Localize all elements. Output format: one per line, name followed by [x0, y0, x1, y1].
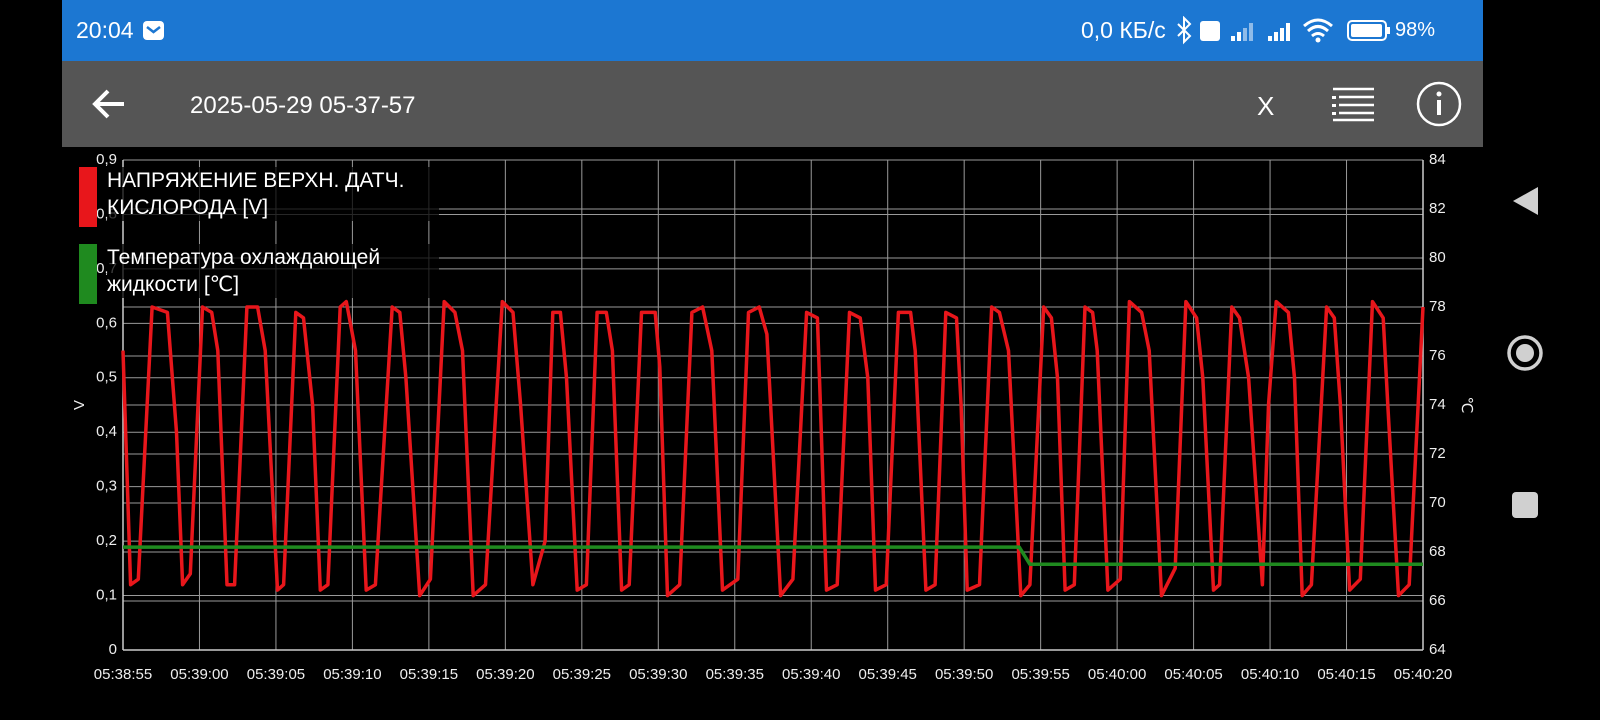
- x-tick-label: 05:39:25: [553, 666, 611, 683]
- y2-tick-label: 82: [1429, 200, 1446, 217]
- x-tick-label: 05:39:05: [247, 666, 305, 683]
- y-tick-label: 0,9: [96, 151, 117, 168]
- x-tick-label: 05:39:15: [400, 666, 458, 683]
- info-button[interactable]: [1415, 80, 1463, 128]
- legend-label: Температура охлаждающей жидкости [℃]: [107, 244, 439, 298]
- legend-label: НАПРЯЖЕНИЕ ВЕРХН. ДАТЧ. КИСЛОРОДА [V]: [107, 167, 439, 221]
- y-tick-label: 0,5: [96, 369, 117, 386]
- y-tick-label: 0: [109, 641, 117, 658]
- x-tick-label: 05:39:50: [935, 666, 993, 683]
- y2-tick-label: 68: [1429, 543, 1446, 560]
- mail-icon: [143, 21, 164, 40]
- x-tick-label: 05:39:10: [323, 666, 381, 683]
- status-bar: 20:04 0,0 КБ/с 98%: [62, 0, 1483, 61]
- y2-tick-label: 66: [1429, 592, 1446, 609]
- nav-recents[interactable]: [1512, 492, 1538, 518]
- x-tick-label: 05:40:05: [1164, 666, 1222, 683]
- x-tick-label: 05:39:30: [629, 666, 687, 683]
- y2-tick-label: 74: [1429, 396, 1446, 413]
- x-tick-label: 05:39:35: [706, 666, 764, 683]
- net-speed: 0,0 КБ/с: [1081, 17, 1166, 43]
- status-icons: [1177, 16, 1390, 45]
- y-tick-label: 0,2: [96, 532, 117, 549]
- series-line: [121, 299, 1425, 598]
- legend-item: Температура охлаждающей жидкости [℃]: [79, 244, 439, 304]
- y2-tick-label: 84: [1429, 151, 1446, 168]
- x-tick-label: 05:38:55: [94, 666, 152, 683]
- legend-item: НАПРЯЖЕНИЕ ВЕРХН. ДАТЧ. КИСЛОРОДА [V]: [79, 167, 439, 227]
- close-button[interactable]: X: [1257, 91, 1275, 121]
- x-tick-label: 05:40:00: [1088, 666, 1146, 683]
- y-tick-label: 0,1: [96, 587, 117, 604]
- x-tick-label: 05:39:45: [859, 666, 917, 683]
- y2-tick-label: 80: [1429, 249, 1446, 266]
- y2-tick-label: 78: [1429, 298, 1446, 315]
- file-title: 2025-05-29 05-37-57: [190, 92, 416, 119]
- battery-level: 98%: [1395, 19, 1436, 41]
- nav-home[interactable]: [1507, 335, 1543, 371]
- x-tick-label: 05:39:55: [1011, 666, 1069, 683]
- x-tick-label: 05:39:00: [170, 666, 228, 683]
- y2-tick-label: 72: [1429, 445, 1446, 462]
- y-tick-label: 0,3: [96, 478, 117, 495]
- nav-bar: [1507, 187, 1543, 518]
- legend-swatch: [79, 167, 97, 227]
- x-tick-label: 05:39:40: [782, 666, 840, 683]
- y2-tick-label: 76: [1429, 347, 1446, 364]
- legend-swatch: [79, 244, 97, 304]
- x-tick-label: 05:40:15: [1317, 666, 1375, 683]
- back-button[interactable]: [92, 87, 128, 121]
- nav-home-dot: [1516, 344, 1534, 362]
- toolbar: 2025-05-29 05-37-57 X: [62, 61, 1483, 147]
- clock: 20:04: [76, 17, 134, 43]
- list-button[interactable]: [1330, 85, 1376, 123]
- x-tick-label: 05:39:20: [476, 666, 534, 683]
- x-tick-label: 05:40:10: [1241, 666, 1299, 683]
- x-tick-label: 05:40:20: [1394, 666, 1452, 683]
- y2-tick-label: 64: [1429, 641, 1446, 658]
- y-axis-title: V: [71, 400, 88, 410]
- y-tick-label: 0,6: [96, 314, 117, 331]
- y2-tick-label: 70: [1429, 494, 1446, 511]
- series-line: [123, 545, 1423, 567]
- nav-back[interactable]: [1513, 187, 1538, 215]
- y-tick-label: 0,4: [96, 423, 117, 440]
- y2-axis-title: ℃: [1458, 397, 1475, 414]
